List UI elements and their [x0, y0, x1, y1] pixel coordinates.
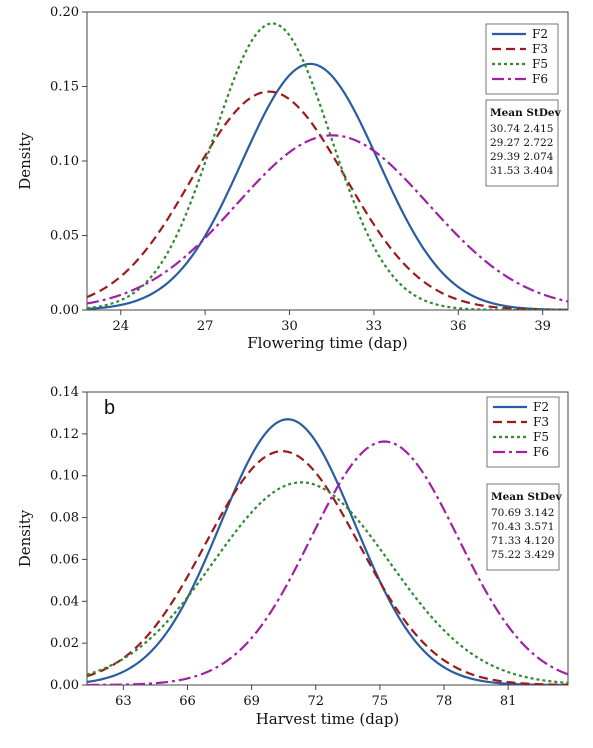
x-tick-label: 30	[281, 319, 298, 334]
x-tick-label: 39	[534, 319, 551, 334]
legend-label-f2: F2	[533, 400, 549, 414]
stats-row: 29.27 2.722	[490, 137, 553, 149]
x-tick-label: 24	[112, 319, 129, 334]
y-tick-label: 0.00	[50, 303, 79, 318]
y-tick-label: 0.10	[50, 154, 79, 169]
stats-row: 29.39 2.074	[490, 151, 554, 163]
series-line-f3	[87, 90, 568, 310]
stats-header: Mean StDev	[491, 491, 563, 503]
x-axis-label: Flowering time (dap)	[247, 334, 408, 352]
legend-label-f5: F5	[533, 430, 549, 444]
stats-row: 75.22 3.429	[491, 549, 554, 561]
legend-label-f6: F6	[532, 72, 548, 86]
legend-label-f3: F3	[532, 42, 548, 56]
x-tick-label: 66	[179, 694, 196, 709]
y-tick-label: 0.00	[50, 678, 79, 693]
y-axis-label: Density	[16, 132, 34, 190]
y-tick-label: 0.15	[50, 80, 79, 95]
series-line-f5	[87, 481, 568, 685]
stats-row: 31.53 3.404	[490, 165, 554, 177]
y-tick-label: 0.20	[50, 5, 79, 20]
series-line-f2	[87, 62, 568, 310]
legend-box	[485, 23, 559, 95]
stats-box	[485, 99, 559, 187]
panel-letter: b	[104, 397, 115, 419]
x-axis-label: Harvest time (dap)	[256, 710, 400, 728]
x-tick-label: 63	[115, 694, 132, 709]
series-line-f2	[87, 418, 568, 685]
y-tick-label: 0.08	[50, 511, 79, 526]
x-tick-label: 27	[197, 319, 214, 334]
y-tick-label: 0.02	[50, 636, 79, 651]
y-tick-label: 0.12	[50, 427, 79, 442]
stats-row: 30.74 2.415	[490, 123, 553, 135]
x-tick-label: 78	[436, 694, 453, 709]
legend-label-f6: F6	[533, 445, 549, 459]
y-tick-label: 0.10	[50, 469, 79, 484]
stats-box	[486, 483, 560, 571]
y-tick-label: 0.06	[50, 552, 79, 567]
chart-panel-a: 24 27 30 33 36 39 0.00 0.05 0.10 0.15 0.20 Flowerin…	[16, 5, 569, 352]
legend-label-f5: F5	[532, 57, 548, 71]
x-tick-label: 75	[372, 694, 389, 709]
stats-row: 70.69 3.142	[491, 507, 554, 519]
x-tick-label: 36	[450, 319, 467, 334]
y-tick-label: 0.14	[50, 385, 79, 400]
x-tick-label: 72	[307, 694, 324, 709]
x-tick-label: 81	[500, 694, 517, 709]
x-tick-label: 69	[243, 694, 260, 709]
legend-label-f3: F3	[533, 415, 549, 429]
series-line-f3	[87, 450, 568, 685]
legend-box	[486, 396, 560, 468]
x-tick-label: 33	[366, 319, 383, 334]
stats-header: Mean StDev	[490, 107, 562, 119]
stats-row: 71.33 4.120	[491, 535, 554, 547]
plot-frame	[86, 391, 569, 686]
series-line-f6	[87, 440, 568, 685]
legend-label-f2: F2	[532, 27, 548, 41]
y-axis-label: Density	[16, 509, 34, 567]
series-line-f6	[87, 134, 568, 305]
stats-row: 70.43 3.571	[491, 521, 554, 533]
chart-panel-b: 63 66 69 72 75 78 81 0.00 0.02 0.04 0.06 0.08 0.10 0.…	[16, 385, 569, 728]
y-tick-label: 0.04	[50, 594, 79, 609]
y-tick-label: 0.05	[50, 229, 79, 244]
